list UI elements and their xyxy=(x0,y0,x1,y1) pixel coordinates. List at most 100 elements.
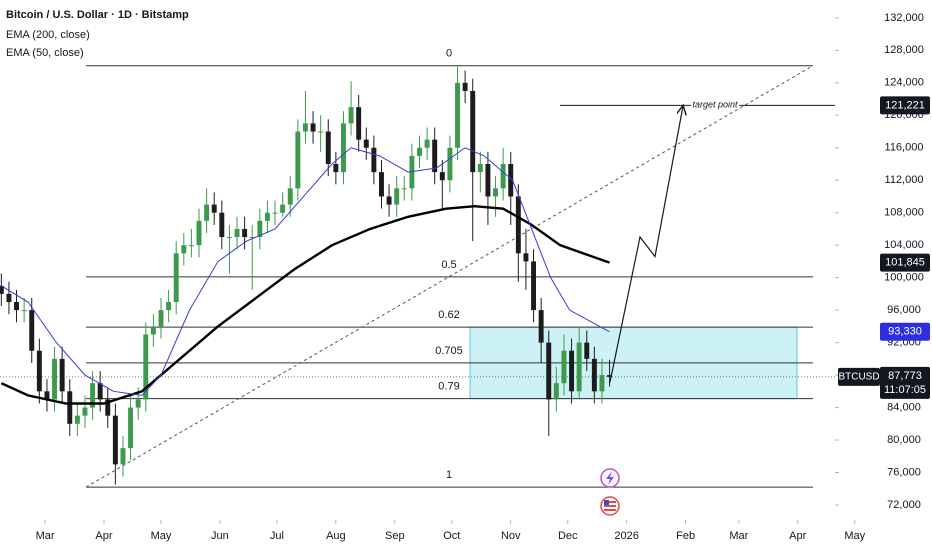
candle-body xyxy=(158,310,164,327)
candle-body xyxy=(538,310,544,343)
candle-body xyxy=(188,245,194,247)
candle-body xyxy=(379,172,384,197)
candle-body xyxy=(569,350,575,392)
candle-body xyxy=(21,310,27,312)
candle-body xyxy=(523,253,529,262)
lines-layer: 0 0.5 0.62 0.705 0.79 1 xyxy=(0,48,835,488)
event-icon-bolt xyxy=(606,471,614,485)
candle-body xyxy=(607,375,613,377)
candle-body xyxy=(401,188,407,190)
current-price-label: 87,773 xyxy=(888,370,922,382)
candle-body xyxy=(485,163,491,197)
candle-body xyxy=(196,220,202,246)
candle-body xyxy=(409,155,415,189)
fib-label: 0.705 xyxy=(435,345,463,357)
candle-body xyxy=(287,188,293,205)
x-tick-label: Jun xyxy=(211,530,229,542)
candle-body xyxy=(74,415,80,424)
x-tick-label: May xyxy=(151,530,172,542)
candle-body xyxy=(500,163,506,189)
candle-body xyxy=(166,302,172,311)
candle-body xyxy=(143,334,149,400)
ema-price-label: 101,845 xyxy=(885,257,925,269)
candle-body xyxy=(599,375,605,392)
y-tick-label: 84,000 xyxy=(887,401,921,413)
candle-body xyxy=(325,131,331,164)
candle-body xyxy=(531,261,537,311)
y-tick-label: 76,000 xyxy=(887,466,921,478)
candle-body xyxy=(424,139,430,148)
y-tick-label: 132,000 xyxy=(884,12,924,24)
candle-body xyxy=(386,196,392,205)
candle-body xyxy=(417,147,422,156)
candle-body xyxy=(515,196,521,254)
y-tick-label: 72,000 xyxy=(887,499,921,511)
candle-body xyxy=(447,147,453,181)
candle-body xyxy=(432,139,438,173)
candle-body xyxy=(546,342,552,400)
legend-entry: EMA (50, close) xyxy=(6,47,84,59)
candle-body xyxy=(120,448,126,465)
candle-body xyxy=(234,228,240,238)
candle-body xyxy=(394,188,400,205)
candle-body xyxy=(97,383,103,400)
ema-price-label-box xyxy=(880,322,930,341)
candle-body xyxy=(576,342,582,392)
legend-entry: EMA (200, close) xyxy=(6,29,90,41)
y-tick-label: 128,000 xyxy=(884,44,924,56)
candle-body xyxy=(173,253,179,303)
candles-layer xyxy=(0,66,613,485)
candle-body xyxy=(584,342,590,359)
candle-body xyxy=(561,350,567,384)
candle-body xyxy=(333,163,339,173)
candle-body xyxy=(295,131,301,189)
candle-body xyxy=(59,358,65,392)
symbol-box xyxy=(838,367,880,386)
candle-body xyxy=(112,415,118,465)
candle-body xyxy=(371,147,377,173)
candle-body xyxy=(470,90,476,173)
flag-canton xyxy=(604,500,609,505)
candle-body xyxy=(29,310,35,351)
y-tick-label: 96,000 xyxy=(887,304,921,316)
fib-label: 0.62 xyxy=(438,309,459,321)
candle-body xyxy=(14,302,20,311)
current-price-box xyxy=(880,366,930,399)
candle-body xyxy=(67,391,73,424)
trendline xyxy=(85,65,814,488)
y-tick-label: 116,000 xyxy=(885,142,924,154)
y-tick-label: 100,000 xyxy=(884,272,924,284)
ema-line xyxy=(0,205,610,405)
x-tick-label: Aug xyxy=(326,530,346,542)
target-price-label-box xyxy=(880,96,930,115)
candle-body xyxy=(310,123,316,132)
candle-body xyxy=(52,358,58,400)
candle-body xyxy=(204,204,210,221)
y-tick-label: 104,000 xyxy=(884,239,924,251)
x-tick-label: Apr xyxy=(95,530,112,542)
candle-body xyxy=(264,212,270,221)
candle-body xyxy=(302,123,308,132)
labels-layer: 121,221 target point 101,845 93,330 BTCUSD 87… xyxy=(690,96,930,399)
ema-price-label: 93,330 xyxy=(888,326,922,338)
candle-body xyxy=(82,407,88,416)
flag-stripe xyxy=(604,501,616,503)
candle-body xyxy=(553,383,559,400)
candle-body xyxy=(181,245,187,254)
ema-layer xyxy=(0,147,610,405)
y-tick-label: 124,000 xyxy=(884,77,924,89)
candle-body xyxy=(318,131,324,133)
candle-body xyxy=(477,163,483,173)
target-price-label: 121,221 xyxy=(885,99,925,111)
candle-body xyxy=(249,237,255,239)
x-tick-label: Nov xyxy=(501,530,521,542)
candle-body xyxy=(340,123,346,173)
candle-body xyxy=(493,188,498,197)
symbol-label: BTCUSD xyxy=(838,372,879,383)
x-tick-label: Apr xyxy=(789,530,806,542)
candle-body xyxy=(591,358,597,392)
countdown-label: 11:07:05 xyxy=(884,384,926,396)
candle-body xyxy=(272,212,278,214)
candle-body xyxy=(280,204,286,213)
fib-label: 0.5 xyxy=(441,259,456,271)
